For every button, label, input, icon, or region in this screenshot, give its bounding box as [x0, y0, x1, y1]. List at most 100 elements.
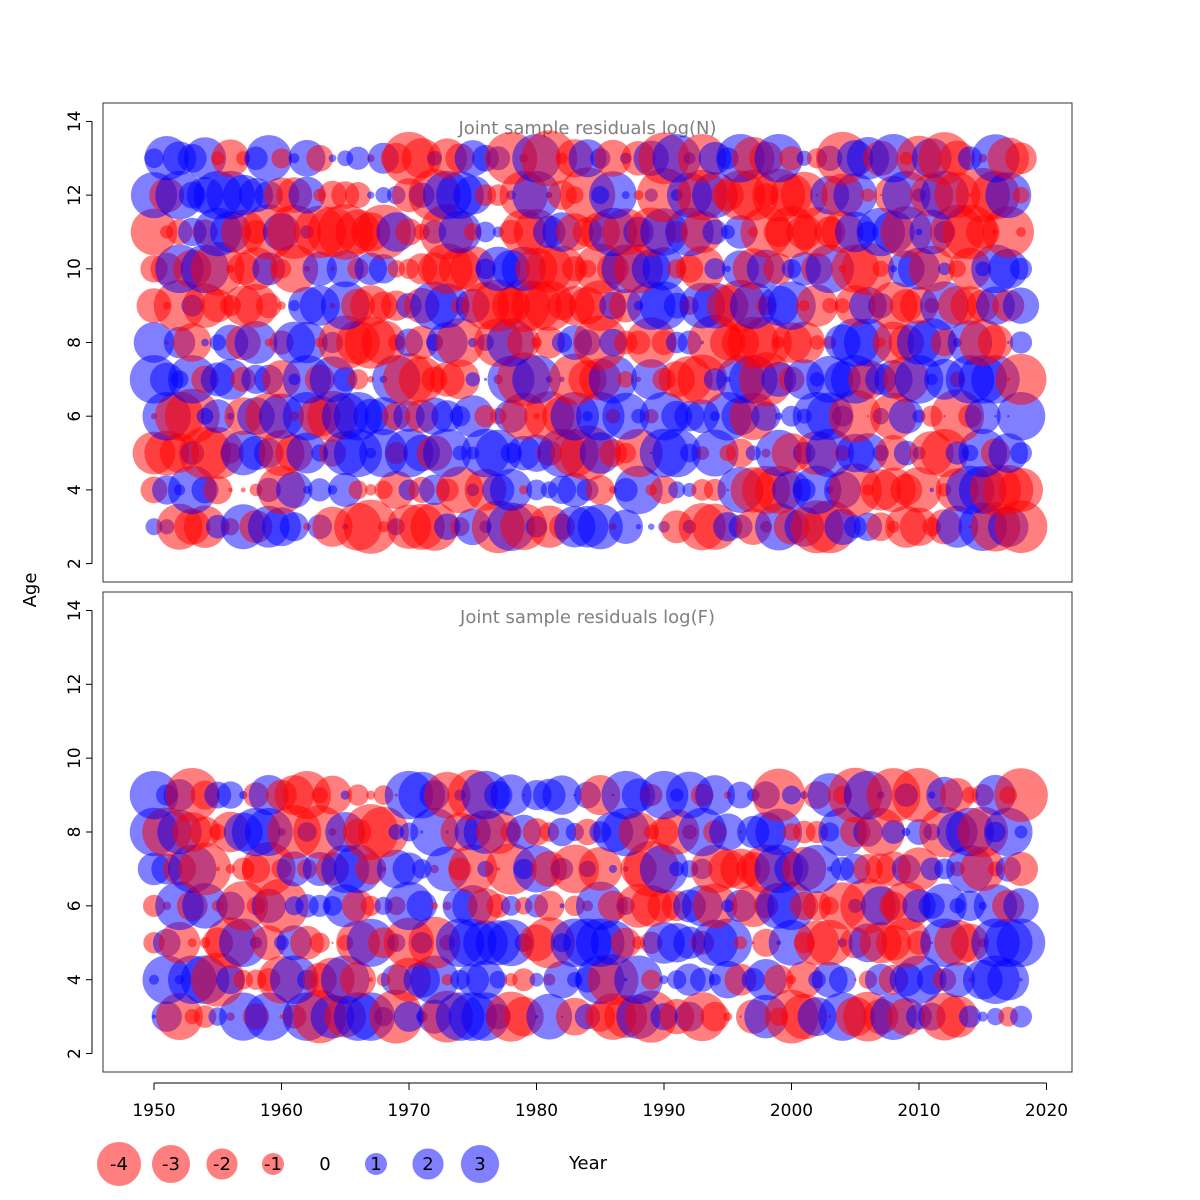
bubble [216, 781, 245, 809]
bubble [1016, 227, 1026, 237]
bubble [692, 883, 738, 929]
y-tick-label: 12 [65, 184, 85, 206]
bubble [475, 221, 496, 243]
bubble [172, 323, 212, 362]
bubble [348, 480, 368, 500]
bubble [608, 509, 644, 545]
bubble [795, 284, 839, 327]
bubble [964, 398, 1001, 435]
bubble [410, 955, 459, 1004]
bubble [639, 844, 689, 894]
legend-label: -1 [264, 1154, 282, 1175]
bubble [866, 414, 870, 418]
x-axis-label: Year [568, 1153, 608, 1174]
bubble [507, 325, 541, 360]
bubble [368, 254, 399, 284]
bubble [534, 890, 565, 922]
bubble [288, 176, 326, 214]
bubble [635, 524, 642, 530]
bubble [423, 428, 472, 478]
bubble [1005, 142, 1037, 175]
bubble [700, 1001, 730, 1032]
bubble [512, 968, 536, 992]
legend-label: 0 [319, 1154, 330, 1175]
x-tick-label: 2020 [1025, 1101, 1068, 1121]
bubble [783, 321, 826, 364]
bubble [652, 428, 701, 478]
bubble [828, 389, 882, 443]
bubble [270, 955, 319, 1004]
bubble [489, 468, 533, 511]
bubble [366, 790, 376, 800]
bubble [388, 824, 405, 840]
bubble [996, 918, 1046, 968]
bubble [358, 806, 409, 858]
legend-bubble [460, 1144, 500, 1184]
bubble [529, 972, 544, 987]
bubble [785, 961, 823, 999]
bubble [218, 881, 269, 931]
bubble [375, 187, 392, 204]
bubble [347, 369, 369, 390]
bubble [695, 775, 735, 816]
panel-title: Joint sample residuals log(N) [457, 118, 716, 139]
y-tick-label: 6 [65, 411, 85, 422]
legend-bubble [412, 1148, 444, 1180]
y-tick-label: 14 [65, 111, 85, 133]
bubble [977, 1011, 988, 1022]
bubble [190, 241, 245, 296]
bubble [1009, 257, 1033, 280]
bubble [617, 371, 635, 388]
bubble [755, 808, 803, 856]
bubble [512, 355, 561, 404]
bubble [704, 258, 726, 280]
legend: -4 -3 -2 -1 0 1 2 3 [97, 1142, 500, 1186]
y-tick-label: 4 [65, 484, 85, 495]
bubble [308, 478, 332, 502]
bubble [594, 139, 632, 177]
bubble [929, 487, 934, 493]
bubble [888, 398, 924, 434]
bubble [286, 432, 328, 474]
bubble [245, 135, 292, 182]
bubble [585, 475, 615, 505]
bubble [994, 768, 1048, 822]
y-tick-label: 6 [65, 900, 85, 911]
bubble [395, 218, 423, 246]
bubble [1019, 978, 1023, 982]
bubble [899, 507, 939, 546]
bubble [559, 903, 565, 909]
bubble [896, 467, 942, 513]
legend-bubble [206, 1148, 238, 1180]
bubbles [129, 767, 1048, 1044]
y-tick-label: 2 [65, 558, 85, 569]
bubble [211, 139, 250, 178]
bubble [542, 775, 582, 815]
bubble [669, 861, 685, 877]
bubble [360, 895, 381, 916]
bubble [129, 770, 179, 820]
bubble [998, 467, 1044, 512]
bubble [578, 846, 623, 891]
bubble [203, 475, 233, 505]
bubble [938, 262, 951, 276]
bubble [306, 144, 334, 172]
y-tick-label: 4 [65, 974, 85, 985]
bubble [368, 977, 374, 983]
bubble [996, 391, 1046, 441]
bubble [690, 967, 715, 992]
bubble [286, 321, 328, 364]
bubble [438, 210, 482, 254]
legend-item: 3 [460, 1144, 500, 1184]
bubble [985, 172, 1032, 219]
bubble [602, 392, 650, 440]
bubble [958, 1005, 982, 1028]
bubble [691, 429, 739, 477]
bubble [751, 401, 781, 431]
panel-title: Joint sample residuals log(F) [459, 607, 715, 628]
bubble [130, 208, 178, 256]
bubble [219, 918, 268, 968]
legend-item: 2 [412, 1148, 444, 1180]
x-tick-label: 2010 [897, 1101, 940, 1121]
bubble [270, 244, 319, 293]
